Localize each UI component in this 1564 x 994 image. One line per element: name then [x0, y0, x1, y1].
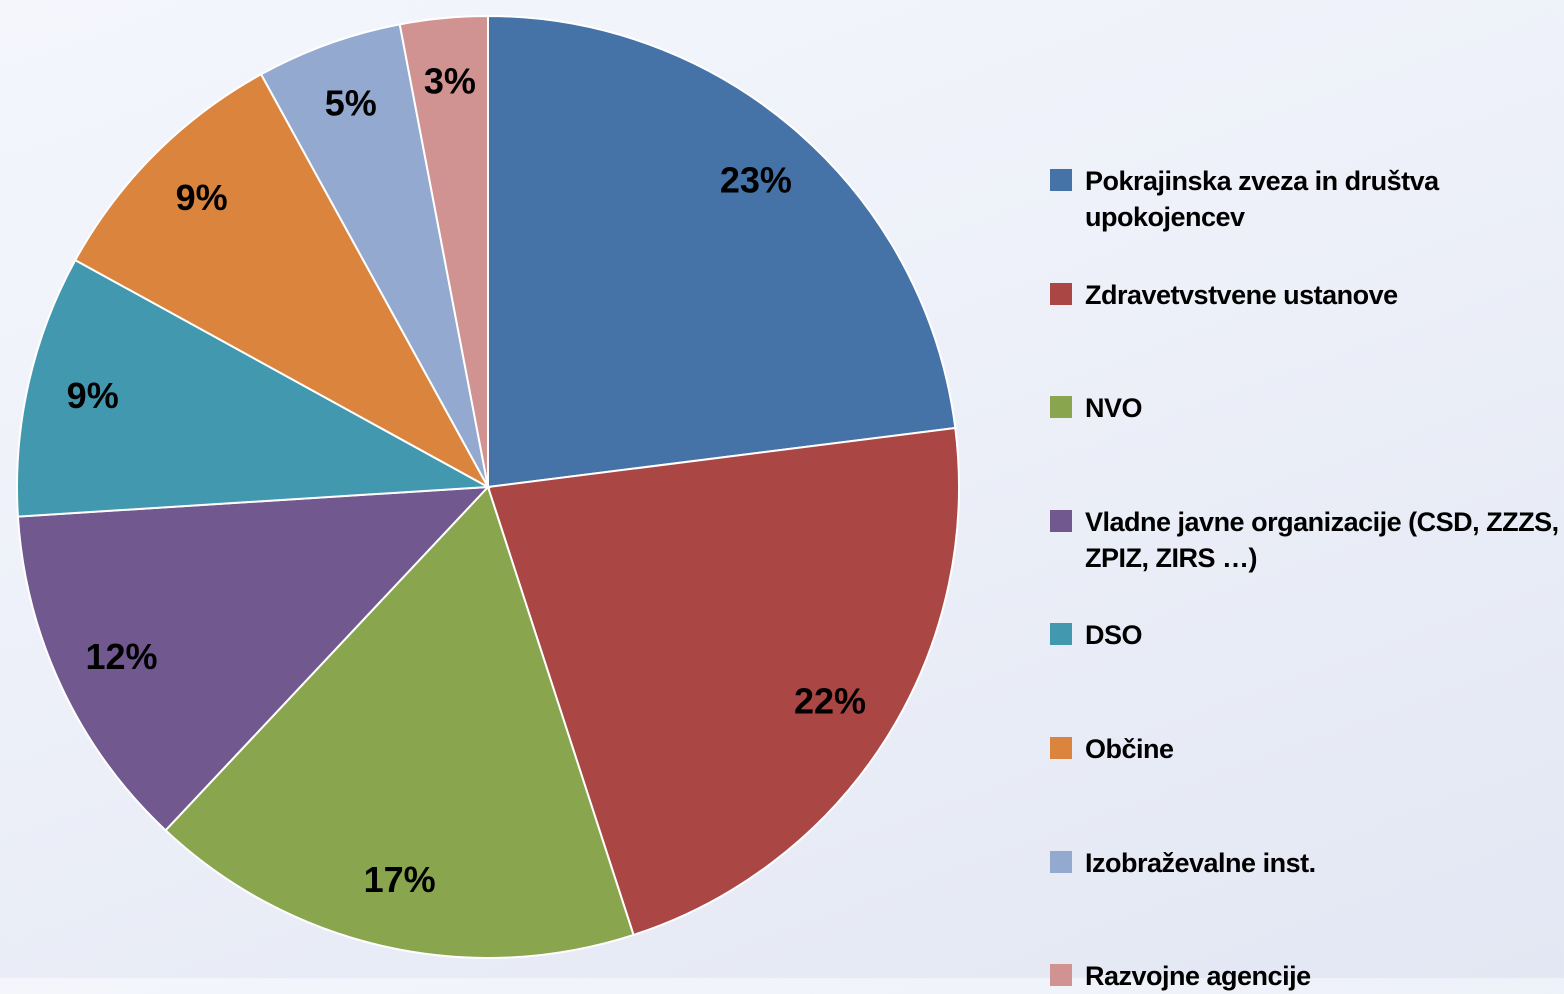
legend-item: Vladne javne organizacije (CSD, ZZZS, ZP…	[1050, 504, 1564, 576]
data-label: 22%	[794, 681, 866, 722]
legend-item: NVO	[1050, 390, 1564, 426]
legend-swatch	[1050, 623, 1072, 646]
legend-label: Pokrajinska zveza in društva upokojencev	[1085, 166, 1439, 232]
pie-slice	[398, 14, 489, 488]
legend-item: Občine	[1050, 731, 1564, 767]
legend-label: Izobraževalne inst.	[1085, 847, 1316, 878]
pie-slice	[73, 72, 491, 490]
legend-item: Razvojne agencije	[1050, 958, 1564, 994]
legend-label: Razvojne agencije	[1085, 961, 1311, 992]
legend-label: Vladne javne organizacije (CSD, ZZZS, ZP…	[1085, 506, 1559, 573]
legend-item: DSO	[1050, 617, 1564, 653]
data-label: 17%	[364, 859, 436, 900]
pie-slice	[164, 485, 635, 959]
data-label: 9%	[176, 177, 228, 218]
legend-swatch	[1050, 850, 1072, 873]
legend-swatch	[1050, 964, 1072, 987]
data-label: 12%	[85, 636, 157, 677]
pie-slice	[16, 258, 492, 518]
pie-slice	[259, 23, 489, 488]
legend-label: Občine	[1085, 734, 1174, 764]
legend-swatch	[1050, 169, 1072, 191]
legend-label: NVO	[1085, 393, 1143, 424]
pie-chart: 23% 22% 17% 12% 9% 9% 5% 3%	[16, 14, 960, 959]
pie-slice	[16, 485, 491, 832]
legend-swatch	[1050, 396, 1072, 419]
legend-label: Zdravetvstvene ustanove	[1085, 279, 1398, 310]
pie-slice	[487, 14, 957, 489]
data-label: 5%	[325, 82, 377, 123]
legend-swatch	[1050, 737, 1072, 759]
legend-item: Izobraževalne inst.	[1050, 845, 1564, 881]
data-label: 3%	[424, 60, 476, 101]
legend-swatch	[1050, 282, 1072, 305]
data-label: 9%	[67, 375, 119, 416]
legend-swatch	[1050, 509, 1072, 532]
pie-slice	[486, 426, 960, 937]
legend-item: Zdravetvstvene ustanove	[1050, 277, 1564, 313]
legend-label: DSO	[1085, 620, 1143, 651]
legend-item: Pokrajinska zveza in društva upokojencev	[1050, 163, 1564, 235]
data-label: 23%	[720, 160, 792, 201]
